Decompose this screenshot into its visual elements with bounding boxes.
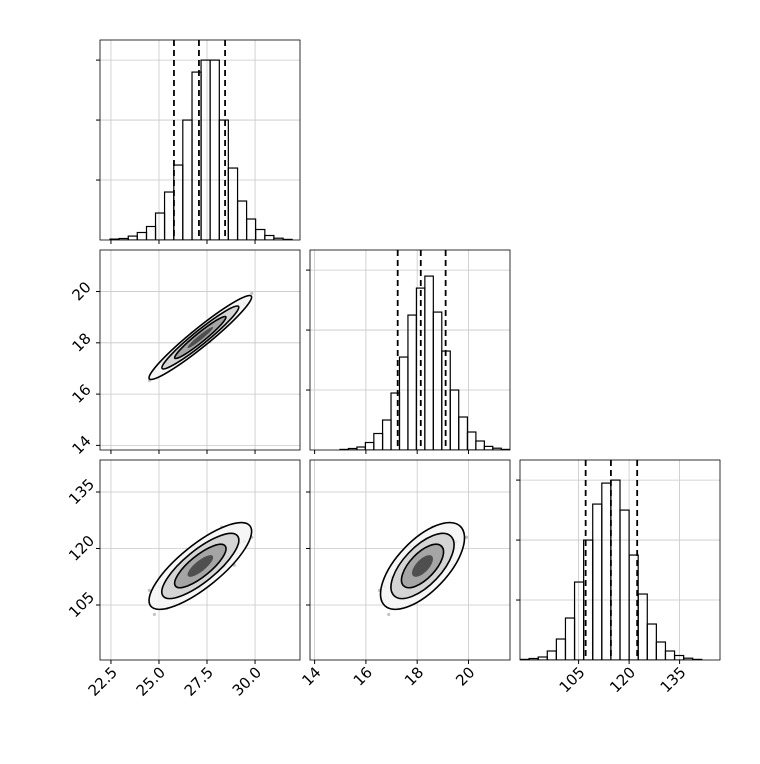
hist-bin (407, 314, 418, 450)
y-tick-label: 120 (65, 532, 98, 565)
x-tick-label: 14 (298, 663, 324, 689)
panel-frame (519, 459, 721, 661)
hist-bin (381, 419, 392, 450)
panel-frame (99, 459, 301, 661)
contour (187, 326, 214, 348)
hist-bin (364, 441, 375, 450)
hist-bin (655, 641, 667, 660)
x-tick-label: 16 (350, 663, 376, 689)
x-tick-label: 22.5 (85, 663, 121, 699)
hist-bin (592, 503, 603, 660)
x-tick-label: 135 (657, 663, 690, 696)
panel (96, 39, 301, 244)
hist-bin (236, 200, 248, 240)
hist-bin (373, 432, 384, 450)
x-tick-label: 27.5 (181, 663, 217, 699)
hist-bin (646, 623, 657, 660)
hist-bin (163, 191, 175, 240)
y-tick-label: 20 (69, 278, 95, 304)
hist-bin (173, 164, 184, 240)
hist-bin (245, 218, 257, 240)
hist-bin (664, 650, 676, 660)
hist-bin (432, 311, 443, 450)
panel-frame (309, 459, 511, 661)
x-tick-label: 105 (556, 663, 589, 696)
hist-bin (610, 479, 621, 660)
hist-bin (564, 617, 576, 660)
panel: 14 16 18 20 (298, 459, 511, 690)
panel-frame (309, 249, 511, 451)
hist-bin (673, 654, 685, 660)
x-tick-label: 18 (401, 663, 427, 689)
contour (187, 555, 214, 577)
hist-bin (264, 234, 275, 240)
hist-bin (154, 212, 166, 240)
hist-bin (227, 167, 239, 240)
hist-bin (424, 275, 434, 450)
hist-bin (145, 225, 157, 240)
hist-bin (483, 445, 494, 450)
sample-point (387, 612, 391, 617)
hist-bin (601, 482, 612, 660)
y-tick-label: 105 (65, 588, 98, 621)
sample-point (250, 291, 254, 295)
hist-bin (619, 509, 630, 660)
x-tick-label: 25.0 (133, 663, 169, 699)
sample-point (147, 588, 151, 592)
sample-point (465, 535, 469, 539)
panel: 14 16 18 20 (69, 249, 301, 458)
hist-bin (398, 356, 409, 450)
hist-bin (573, 581, 585, 660)
hist-bin (637, 593, 648, 660)
panel (306, 249, 511, 454)
hist-bin (200, 59, 211, 240)
hist-bin (546, 650, 557, 660)
hist-bin (136, 231, 148, 240)
y-tick-label: 18 (69, 329, 95, 355)
contour (412, 555, 434, 577)
x-tick-label: 120 (606, 663, 639, 696)
hist-bin (475, 440, 485, 450)
hist-bin (255, 228, 266, 240)
hist-bin (209, 59, 220, 240)
x-tick-label: 20 (452, 663, 478, 689)
hist-bin (449, 389, 460, 450)
x-tick-label: 30.0 (229, 663, 265, 699)
hist-bin (555, 638, 567, 660)
panel-frame (99, 249, 301, 451)
hist-bin (458, 416, 469, 450)
hist-bin (127, 235, 138, 240)
y-tick-label: 135 (65, 475, 98, 508)
panel: 22.5 25.0 27.5 30.0 105 120 135 (65, 459, 301, 700)
panel-frame (99, 39, 301, 241)
sample-point (152, 612, 156, 617)
y-tick-label: 14 (69, 432, 95, 458)
y-tick-label: 16 (69, 381, 95, 407)
hist-bin (356, 446, 366, 450)
panel: 105 120 135 (516, 459, 721, 696)
hist-bin (537, 656, 548, 660)
